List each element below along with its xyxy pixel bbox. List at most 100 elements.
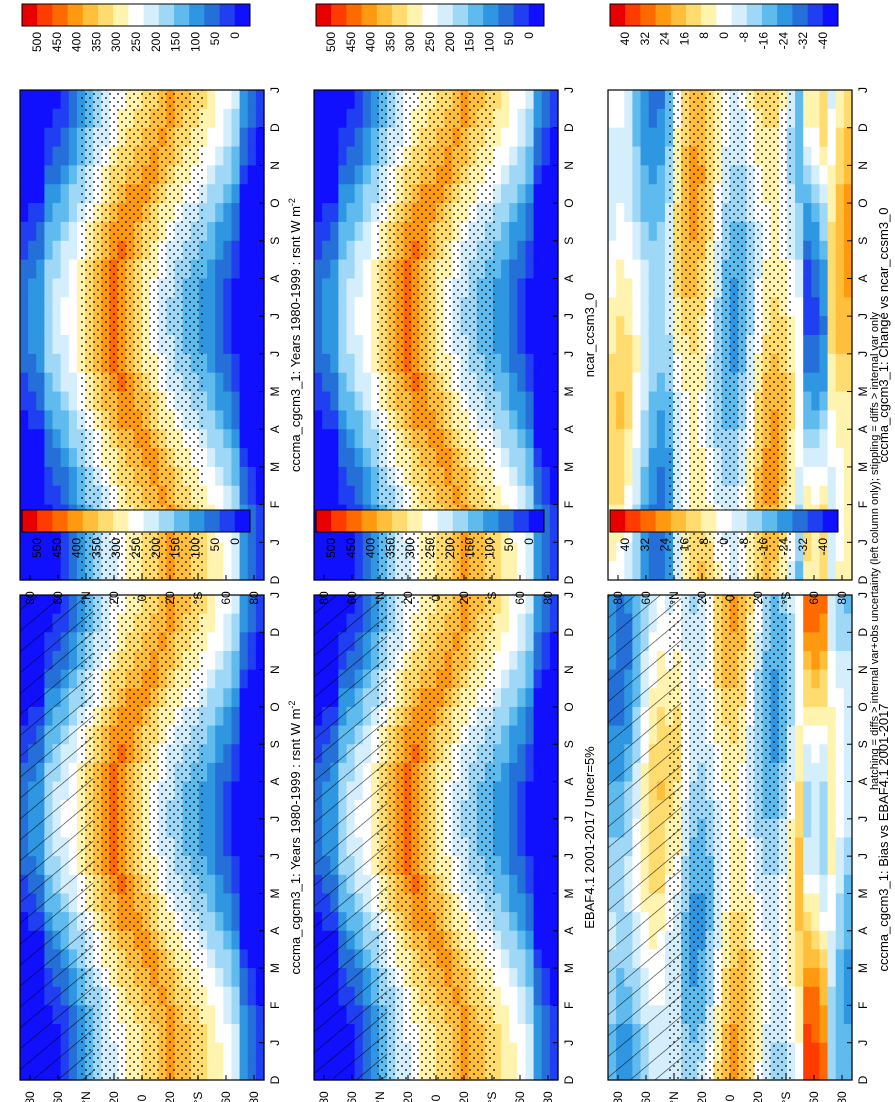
heat-cell (255, 485, 265, 506)
heat-cell (28, 429, 37, 449)
heat-cell (509, 297, 518, 317)
x-tick-label: D (268, 575, 282, 584)
heat-cell (338, 259, 348, 280)
heat-cell (36, 165, 45, 185)
heat-cell (640, 448, 650, 468)
heat-cell (198, 561, 208, 581)
heat-cell (843, 930, 853, 951)
heat-cell (509, 542, 518, 562)
heat-cell (835, 744, 845, 764)
heat-cell (509, 781, 518, 801)
heat-cell (656, 561, 666, 581)
heat-cell (223, 632, 233, 652)
heat-cell (330, 278, 339, 298)
heat-cell (509, 259, 518, 280)
heat-cell (198, 632, 208, 652)
heat-cell (656, 448, 666, 468)
heat-cell (492, 1061, 502, 1081)
heat-cell (819, 595, 829, 615)
heat-cell (247, 856, 257, 876)
heat-cell (795, 561, 804, 581)
heat-cell (541, 297, 551, 317)
heat-cell (795, 203, 804, 223)
heat-cell (492, 429, 502, 449)
heat-cell (648, 523, 658, 543)
heat-cell (811, 968, 821, 988)
heat-cell (549, 278, 559, 298)
heat-cell (541, 800, 551, 820)
heat-cell (207, 893, 216, 913)
heat-cell (835, 410, 845, 430)
heat-cell (811, 1042, 821, 1062)
heat-cell (330, 485, 339, 506)
heat-cell (608, 485, 617, 506)
x-tick-label: S (856, 740, 870, 748)
heat-cell (549, 613, 559, 633)
heat-cell (549, 221, 559, 242)
heat-cell (314, 410, 323, 430)
heat-cell (362, 90, 372, 110)
heat-cell (223, 259, 233, 280)
heat-cell (786, 448, 796, 468)
heat-cell (255, 613, 265, 633)
heat-cell (803, 561, 812, 581)
heat-cell (198, 316, 208, 336)
heat-cell (624, 485, 633, 506)
heat-cell (492, 912, 502, 932)
heat-cell (223, 837, 233, 857)
heat-cell (549, 800, 559, 820)
heat-cell (215, 297, 224, 317)
heat-cell (843, 485, 853, 506)
heat-cell (492, 523, 502, 543)
heat-cell (60, 429, 70, 449)
heat-cell (835, 448, 845, 468)
heat-cell (803, 893, 812, 913)
heat-cell (52, 410, 62, 430)
heat-cell (247, 688, 257, 708)
x-tick-label: J (856, 87, 870, 93)
y-tick-label: 20 (457, 591, 471, 605)
y-tick-label: °N (667, 591, 681, 604)
heat-cell (819, 650, 829, 671)
heat-cell (322, 90, 331, 110)
heat-cell (843, 203, 853, 223)
heat-cell (247, 669, 257, 689)
heat-cell (322, 561, 331, 581)
heat-cell (533, 688, 543, 708)
x-tick-label: M (856, 462, 870, 472)
heat-cell (509, 278, 518, 298)
x-tick-label: M (562, 387, 576, 397)
heat-cell (68, 221, 78, 242)
y-tick-label: 80 (317, 1091, 331, 1102)
heat-cell (803, 165, 812, 185)
heat-cell (207, 650, 216, 671)
heat-cell (843, 1042, 853, 1062)
heat-cell (223, 203, 233, 223)
heat-cell (207, 466, 216, 487)
heat-cell (338, 448, 348, 468)
heat-cell (811, 800, 821, 820)
heat-cell (632, 542, 642, 562)
heat-cell (231, 448, 241, 468)
heat-cell (632, 372, 642, 393)
heat-cell (207, 930, 216, 951)
heat-cell (827, 146, 837, 166)
heat-cell (827, 912, 837, 932)
heat-cell (501, 1061, 510, 1081)
heat-cell (223, 968, 233, 988)
heat-cell (819, 744, 829, 764)
heat-cell (608, 146, 617, 166)
heat-cell (322, 372, 331, 393)
heat-cell (198, 688, 208, 708)
heat-cell (44, 353, 54, 374)
heat-cell (786, 1005, 796, 1025)
heat-cell (525, 781, 535, 801)
heat-cell (223, 818, 233, 839)
heat-cell (819, 90, 829, 110)
heat-cell (811, 595, 821, 615)
heat-cell (533, 429, 543, 449)
heat-cell (492, 203, 502, 223)
heat-cell (20, 297, 29, 317)
heat-cell (501, 485, 510, 506)
heat-cell (223, 335, 233, 355)
